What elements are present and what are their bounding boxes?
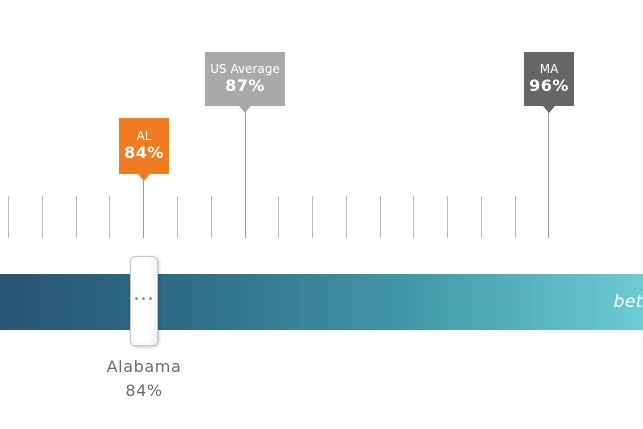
scale-bar-label: bet [613,292,643,312]
scale-tick [109,196,110,238]
scale-tick [177,196,178,238]
scale-bar [0,274,643,330]
scale-tick [8,196,9,238]
scale-tick [481,196,482,238]
marker-us-average-label: US Average [210,62,280,76]
marker-us-average-value: 87% [225,76,265,95]
scale-tick [346,196,347,238]
scale-tick [380,196,381,238]
scale-tick [413,196,414,238]
marker-al-callout: AL 84% [119,118,169,181]
slider-handle[interactable]: ••• [130,256,158,346]
marker-al-stem [143,180,144,238]
scale-tick [447,196,448,238]
marker-ma-stem [548,112,549,238]
scale-tick [211,196,212,238]
scale-tick [312,196,313,238]
scale-tick [278,196,279,238]
scale-tick [515,196,516,238]
grip-dots-icon: ••• [133,294,155,305]
selected-state-name: Alabama [106,357,182,376]
marker-al-value: 84% [124,143,164,162]
scale-tick [42,196,43,238]
selected-state-value: 84% [125,381,163,400]
marker-al-label: AL [136,129,152,143]
marker-ma-label: MA [539,62,559,76]
marker-ma-callout: MA 96% [524,52,574,113]
scale-tick [76,196,77,238]
marker-us-average-callout: US Average 87% [205,52,285,113]
marker-ma-value: 96% [529,76,569,95]
marker-us-average-stem [245,112,246,238]
